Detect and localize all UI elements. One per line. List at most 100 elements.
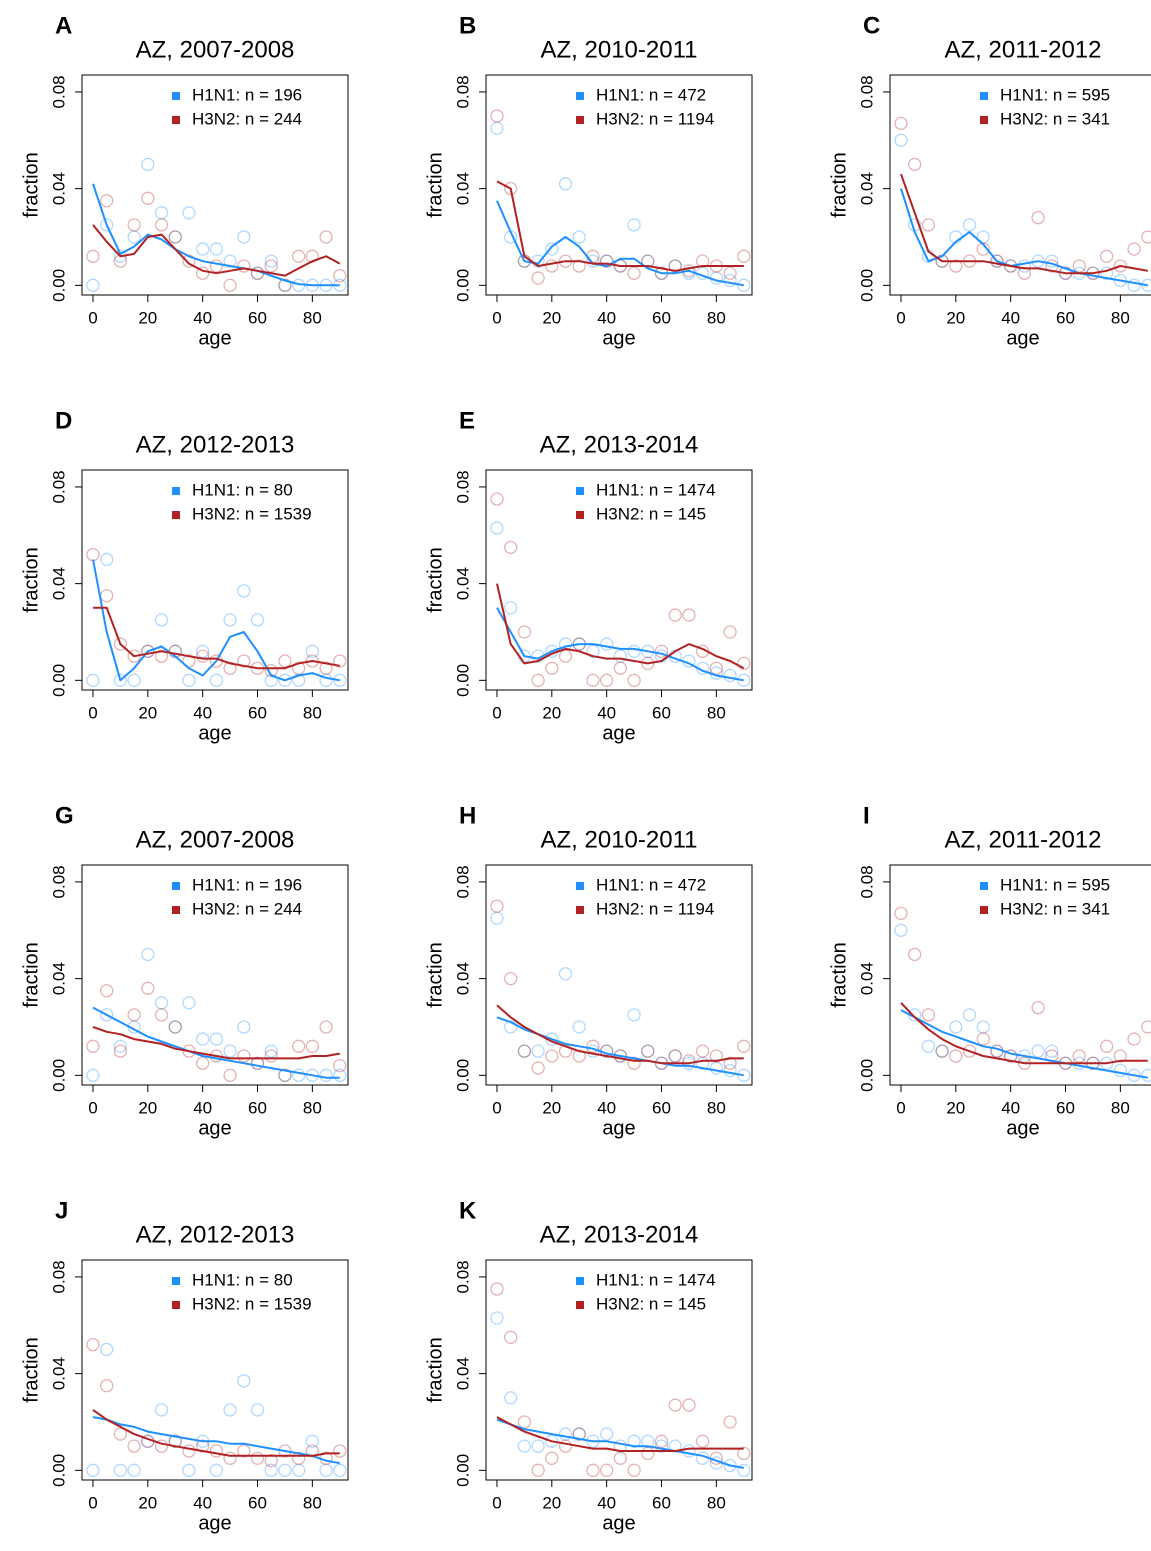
y-tick-label: 0.04	[49, 962, 68, 995]
point	[558, 1439, 573, 1453]
panel-title: AZ, 2011-2012	[945, 36, 1102, 63]
point	[209, 1032, 224, 1046]
point	[586, 1039, 600, 1053]
point	[113, 1044, 128, 1058]
point	[1141, 1020, 1151, 1034]
x-tick-label: 40	[1001, 308, 1020, 327]
point	[319, 1463, 333, 1477]
point	[723, 625, 737, 639]
point	[600, 1427, 614, 1441]
point	[1113, 259, 1128, 273]
legend-label: H1N1: n = 196	[192, 85, 302, 104]
x-tick-label: 0	[88, 1098, 97, 1117]
fit-line	[900, 1002, 1148, 1065]
legend-swatch	[980, 882, 988, 890]
point	[517, 1415, 532, 1429]
plot-frame	[485, 74, 753, 296]
point	[600, 673, 614, 687]
point	[1017, 266, 1032, 280]
plot-area	[86, 947, 347, 1082]
point	[737, 656, 751, 671]
y-tick-label: 0.00	[49, 1059, 68, 1092]
plot-area	[894, 906, 1151, 1082]
point	[627, 1008, 641, 1022]
point	[278, 278, 292, 292]
point	[709, 1061, 724, 1075]
fit-line	[92, 559, 340, 682]
point	[291, 673, 306, 687]
x-tick-label: 0	[492, 1098, 501, 1117]
point	[504, 1020, 518, 1034]
x-tick-label: 80	[1111, 308, 1130, 327]
point	[278, 1068, 292, 1082]
point	[168, 1434, 182, 1448]
x-tick-label: 40	[597, 1098, 616, 1117]
point	[613, 1049, 628, 1063]
legend-label: H3N2: n = 145	[596, 504, 706, 523]
panel-label: E	[459, 407, 475, 434]
x-tick-label: 60	[652, 308, 671, 327]
point	[278, 278, 292, 292]
y-tick-label: 0.04	[857, 962, 876, 995]
point	[572, 1427, 586, 1441]
fit-line	[496, 607, 744, 682]
point	[1004, 259, 1018, 273]
point	[141, 191, 155, 205]
point	[572, 1020, 586, 1034]
x-tick-label: 80	[707, 703, 726, 722]
point	[223, 1068, 237, 1082]
fit-line	[496, 1418, 744, 1469]
point	[531, 1463, 545, 1477]
x-tick-label: 20	[542, 1098, 561, 1117]
fit-line	[92, 183, 340, 287]
point	[990, 254, 1004, 268]
plot-area	[86, 157, 347, 292]
point	[86, 1068, 100, 1082]
point	[333, 1444, 347, 1458]
x-tick-label: 60	[248, 1493, 267, 1512]
legend-label: H3N2: n = 244	[192, 109, 302, 128]
point	[586, 644, 600, 658]
legend-swatch	[172, 92, 180, 100]
x-tick-label: 80	[303, 1098, 322, 1117]
point	[223, 613, 237, 627]
point	[1072, 259, 1086, 273]
y-tick-label: 0.04	[453, 567, 472, 600]
point	[86, 1039, 100, 1053]
legend-swatch	[576, 882, 584, 890]
point	[737, 673, 751, 687]
point	[250, 613, 265, 627]
x-tick-label: 40	[193, 308, 212, 327]
plot-area	[86, 1337, 347, 1477]
point	[141, 644, 155, 658]
point	[291, 1039, 306, 1053]
plot-frame	[81, 864, 349, 1086]
panel-title: AZ, 2010-2011	[541, 36, 698, 63]
legend-label: H3N2: n = 341	[1000, 109, 1110, 128]
point	[291, 661, 306, 675]
fit-line	[92, 224, 341, 277]
plot-area	[490, 899, 751, 1082]
point	[545, 242, 559, 256]
point	[264, 1454, 278, 1468]
panel-label: G	[55, 802, 74, 829]
point	[319, 673, 333, 687]
panel-title: AZ, 2007-2008	[136, 36, 295, 63]
y-tick-label: 0.00	[49, 1454, 68, 1487]
point	[1141, 230, 1151, 244]
point	[641, 1434, 655, 1448]
point	[223, 254, 237, 268]
point	[949, 259, 963, 273]
point	[504, 971, 518, 986]
point	[517, 1439, 532, 1453]
plot-frame	[81, 469, 349, 691]
point	[654, 1439, 669, 1453]
legend-swatch	[576, 1277, 584, 1285]
point	[1017, 259, 1032, 273]
point	[250, 1403, 265, 1417]
fit-line	[496, 1004, 744, 1065]
x-tick-label: 20	[542, 703, 561, 722]
plot-area	[490, 1282, 751, 1477]
y-tick-label: 0.00	[453, 269, 472, 302]
point	[558, 177, 573, 191]
